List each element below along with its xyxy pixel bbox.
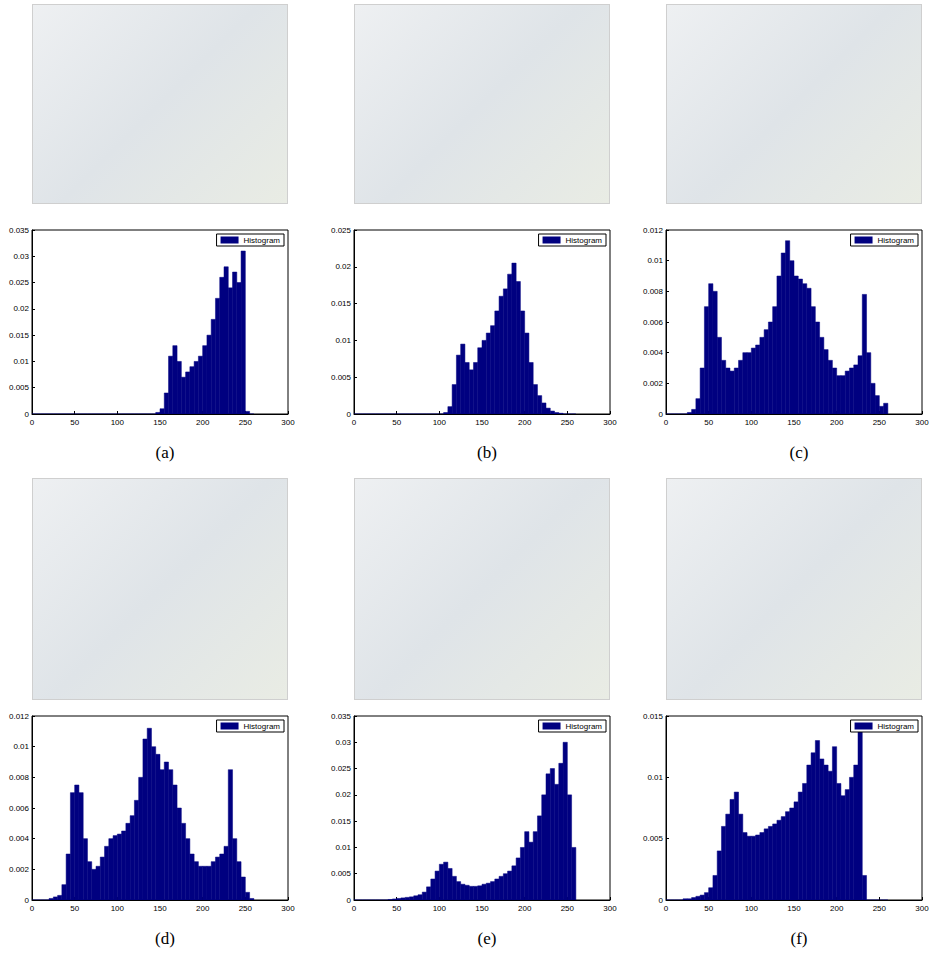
svg-text:100: 100	[111, 418, 125, 427]
svg-text:200: 200	[518, 418, 532, 427]
svg-text:0.01: 0.01	[335, 843, 351, 852]
svg-text:200: 200	[830, 904, 844, 913]
svg-text:0.035: 0.035	[9, 226, 30, 235]
svg-text:(b): (b)	[477, 443, 497, 462]
svg-text:300: 300	[603, 904, 617, 913]
svg-text:0: 0	[346, 409, 351, 419]
svg-text:Histogram: Histogram	[566, 236, 603, 245]
svg-text:250: 250	[561, 418, 575, 427]
svg-text:(f): (f)	[791, 929, 808, 948]
svg-text:150: 150	[475, 904, 489, 913]
svg-text:300: 300	[915, 904, 929, 913]
svg-text:250: 250	[239, 418, 253, 427]
svg-text:0: 0	[658, 895, 663, 905]
svg-text:50: 50	[70, 418, 79, 427]
svg-text:(c): (c)	[790, 443, 809, 462]
svg-text:Histogram: Histogram	[878, 236, 915, 245]
svg-text:50: 50	[392, 418, 401, 427]
svg-text:Histogram: Histogram	[244, 722, 281, 731]
svg-text:200: 200	[196, 904, 210, 913]
svg-text:Histogram: Histogram	[878, 722, 915, 731]
svg-text:0.005: 0.005	[9, 383, 30, 392]
svg-text:0.02: 0.02	[335, 262, 351, 271]
svg-text:0.01: 0.01	[13, 742, 29, 751]
svg-text:300: 300	[281, 904, 295, 913]
svg-text:100: 100	[111, 904, 125, 913]
svg-text:Histogram: Histogram	[244, 236, 281, 245]
svg-text:0.015: 0.015	[331, 817, 352, 826]
svg-text:50: 50	[704, 418, 713, 427]
svg-text:300: 300	[915, 418, 929, 427]
svg-text:0.008: 0.008	[643, 287, 664, 296]
svg-text:0: 0	[664, 904, 669, 913]
svg-text:0.008: 0.008	[9, 773, 30, 782]
svg-text:100: 100	[433, 904, 447, 913]
svg-text:300: 300	[603, 418, 617, 427]
svg-text:150: 150	[153, 904, 167, 913]
svg-text:0.035: 0.035	[331, 712, 352, 721]
svg-text:0.01: 0.01	[13, 357, 29, 366]
svg-text:0.015: 0.015	[9, 331, 30, 340]
svg-text:0.005: 0.005	[331, 869, 352, 878]
svg-text:0: 0	[24, 409, 29, 419]
svg-text:0: 0	[352, 904, 357, 913]
svg-text:250: 250	[873, 904, 887, 913]
svg-text:300: 300	[281, 418, 295, 427]
svg-text:0: 0	[24, 895, 29, 905]
svg-text:50: 50	[392, 904, 401, 913]
svg-text:0.025: 0.025	[9, 278, 30, 287]
svg-text:150: 150	[475, 418, 489, 427]
svg-text:0.02: 0.02	[335, 790, 351, 799]
svg-text:0.005: 0.005	[331, 373, 352, 382]
svg-text:0: 0	[346, 895, 351, 905]
svg-text:200: 200	[830, 418, 844, 427]
svg-text:250: 250	[873, 418, 887, 427]
svg-text:0.002: 0.002	[9, 865, 30, 874]
svg-text:150: 150	[787, 904, 801, 913]
svg-text:0.004: 0.004	[9, 834, 30, 843]
svg-text:0: 0	[30, 904, 35, 913]
svg-text:0.03: 0.03	[335, 738, 351, 747]
svg-text:0.01: 0.01	[647, 256, 663, 265]
svg-text:100: 100	[745, 904, 759, 913]
svg-text:(d): (d)	[155, 929, 175, 948]
svg-text:0: 0	[664, 418, 669, 427]
svg-text:150: 150	[153, 418, 167, 427]
svg-text:0: 0	[658, 409, 663, 419]
svg-text:Histogram: Histogram	[566, 722, 603, 731]
svg-text:0.004: 0.004	[643, 348, 664, 357]
svg-text:(a): (a)	[156, 443, 175, 462]
svg-text:0: 0	[352, 418, 357, 427]
svg-text:200: 200	[518, 904, 532, 913]
svg-text:0.012: 0.012	[9, 712, 30, 721]
svg-text:0.012: 0.012	[643, 226, 664, 235]
svg-text:0.01: 0.01	[647, 773, 663, 782]
svg-text:(e): (e)	[478, 929, 497, 948]
svg-text:50: 50	[70, 904, 79, 913]
svg-text:0.03: 0.03	[13, 252, 29, 261]
svg-text:0.025: 0.025	[331, 226, 352, 235]
svg-text:50: 50	[704, 904, 713, 913]
svg-text:0.02: 0.02	[13, 304, 29, 313]
svg-text:0.002: 0.002	[643, 379, 664, 388]
svg-text:200: 200	[196, 418, 210, 427]
svg-text:0.006: 0.006	[9, 804, 30, 813]
svg-text:100: 100	[745, 418, 759, 427]
svg-text:0.015: 0.015	[331, 299, 352, 308]
svg-text:250: 250	[239, 904, 253, 913]
svg-text:100: 100	[433, 418, 447, 427]
svg-text:0.006: 0.006	[643, 318, 664, 327]
svg-text:150: 150	[787, 418, 801, 427]
svg-text:0.005: 0.005	[643, 834, 664, 843]
svg-text:0.01: 0.01	[335, 336, 351, 345]
svg-text:0.015: 0.015	[643, 712, 664, 721]
svg-text:0: 0	[30, 418, 35, 427]
svg-text:0.025: 0.025	[331, 764, 352, 773]
svg-text:250: 250	[561, 904, 575, 913]
